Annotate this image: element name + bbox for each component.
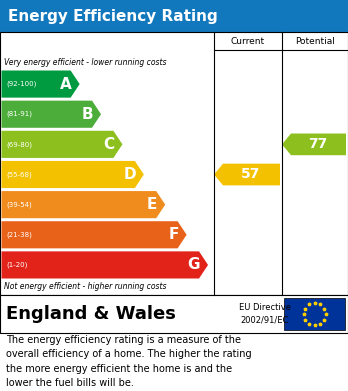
Text: 77: 77 [308, 137, 327, 151]
Text: (69-80): (69-80) [6, 141, 32, 148]
Polygon shape [1, 191, 165, 218]
Polygon shape [214, 164, 280, 185]
Text: (92-100): (92-100) [6, 81, 37, 87]
Polygon shape [1, 131, 122, 158]
Text: C: C [103, 137, 114, 152]
Bar [0, 0, 348, 32]
Bar [0, 295, 348, 333]
Text: Very energy efficient - lower running costs: Very energy efficient - lower running co… [4, 58, 166, 67]
Polygon shape [1, 221, 187, 248]
Text: England & Wales: England & Wales [6, 305, 176, 323]
Text: (81-91): (81-91) [6, 111, 32, 117]
Text: EU Directive
2002/91/EC: EU Directive 2002/91/EC [239, 303, 291, 325]
Text: Potential: Potential [295, 36, 335, 45]
Text: Not energy efficient - higher running costs: Not energy efficient - higher running co… [4, 282, 166, 291]
Polygon shape [282, 133, 346, 155]
Text: (21-38): (21-38) [6, 231, 32, 238]
Text: D: D [123, 167, 136, 182]
Text: F: F [168, 227, 179, 242]
Text: G: G [188, 257, 200, 273]
Text: A: A [60, 77, 72, 91]
Bar [0, 32, 348, 295]
Text: 57: 57 [241, 167, 261, 181]
Text: B: B [81, 107, 93, 122]
Text: (39-54): (39-54) [6, 201, 32, 208]
Bar [284, 298, 345, 330]
Polygon shape [1, 100, 101, 128]
Text: (1-20): (1-20) [6, 262, 27, 268]
Polygon shape [1, 161, 144, 188]
Text: The energy efficiency rating is a measure of the
overall efficiency of a home. T: The energy efficiency rating is a measur… [6, 335, 252, 388]
Text: E: E [147, 197, 157, 212]
Text: (55-68): (55-68) [6, 171, 32, 178]
Text: Energy Efficiency Rating: Energy Efficiency Rating [8, 9, 218, 23]
Polygon shape [1, 251, 208, 278]
Polygon shape [1, 70, 80, 98]
Text: Current: Current [231, 36, 265, 45]
